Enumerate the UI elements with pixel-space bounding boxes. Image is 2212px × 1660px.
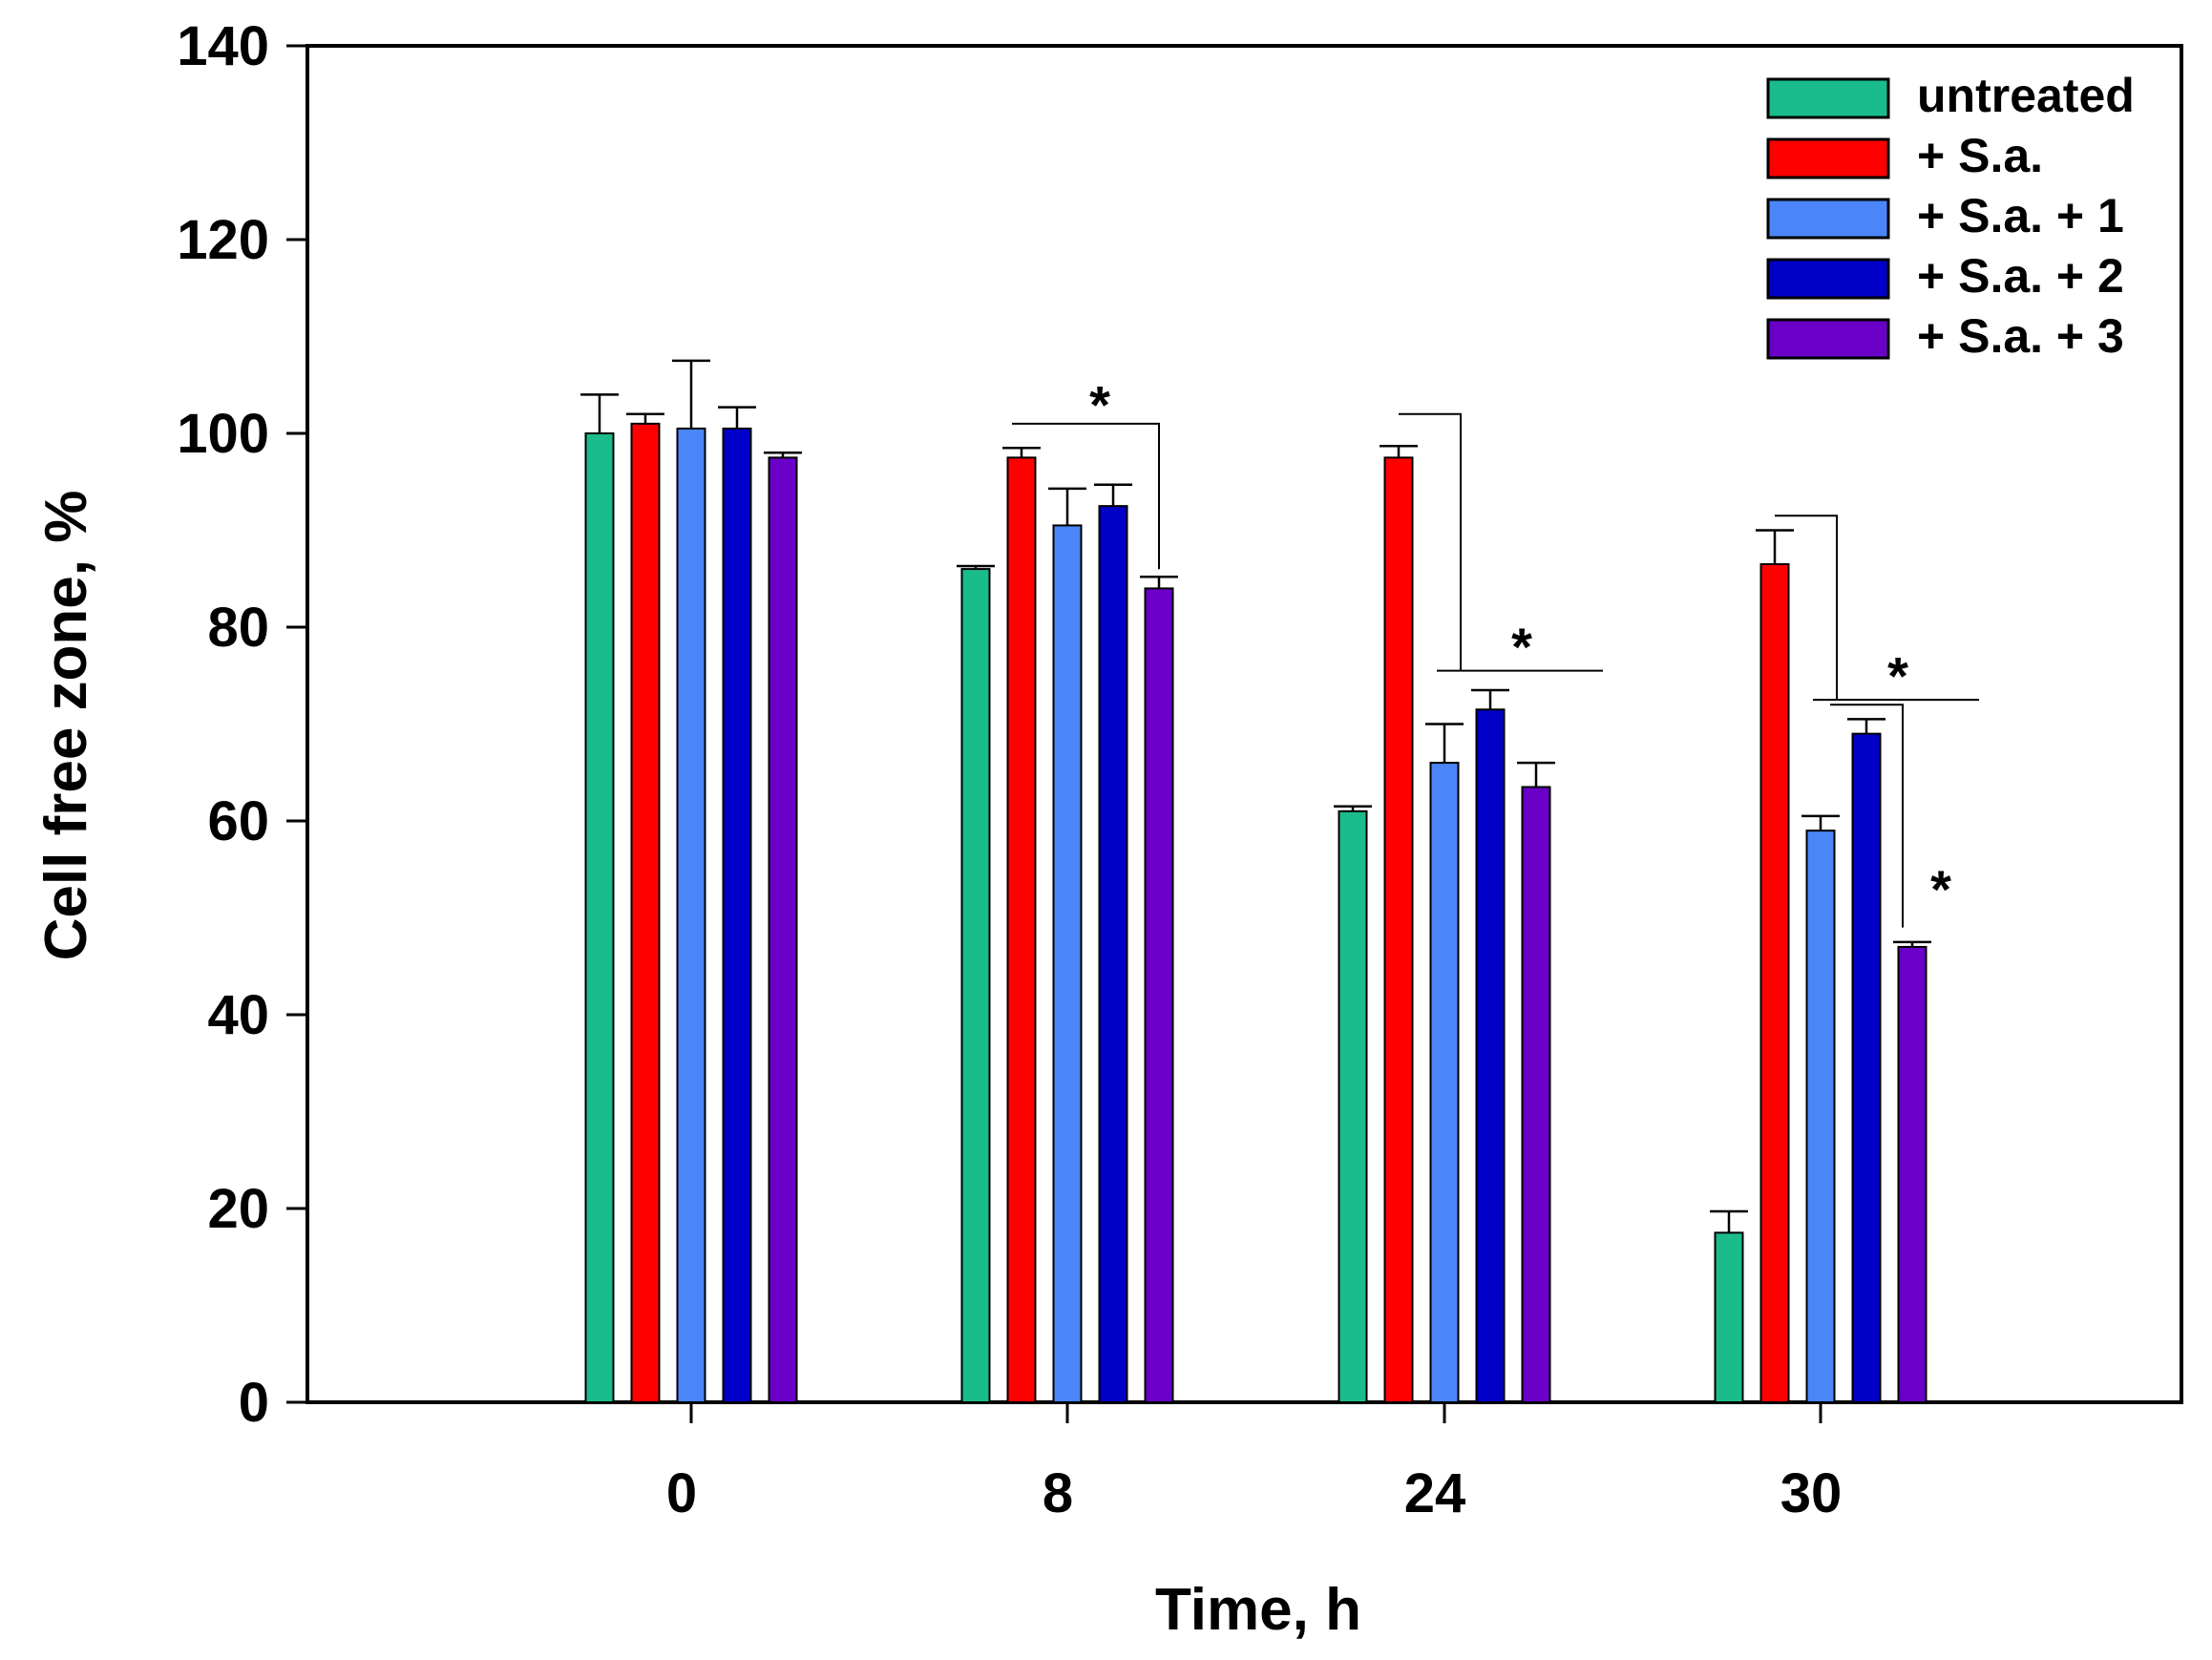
- y-tick-label: 80: [207, 597, 269, 659]
- significance-bracket: [1775, 515, 1838, 701]
- legend-label: + S.a.: [1917, 129, 2043, 182]
- significance-annotations: * * * *: [1012, 374, 1979, 928]
- bar-s-a-1-t30: [1805, 830, 1836, 1403]
- significance-star: *: [1511, 617, 1532, 677]
- significance-star: *: [1089, 374, 1110, 434]
- y-tick-label: 100: [177, 403, 269, 465]
- bar-untreated-t0: [584, 432, 615, 1403]
- bar-s-a-t24: [1383, 456, 1414, 1403]
- significance-bracket: [1012, 422, 1160, 570]
- significance-star: *: [1887, 646, 1908, 706]
- x-tick-label: 0: [666, 1462, 697, 1524]
- bar-untreated-t30: [1714, 1231, 1744, 1403]
- x-axis-label: Time, h: [1155, 1577, 1361, 1643]
- bar-s-a-1-t24: [1429, 762, 1460, 1403]
- significance-bracket: [1399, 412, 1462, 671]
- legend-swatch: [1766, 198, 1890, 240]
- bar-s-a-2-t24: [1475, 708, 1506, 1403]
- x-tick-label: 8: [1043, 1462, 1073, 1524]
- bar-s-a-3-t0: [768, 456, 798, 1403]
- bar-s-a-t0: [630, 422, 661, 1404]
- bar-s-a-3-t8: [1144, 587, 1174, 1403]
- axes: 0 20 40 60 80 100 120 140 0 8 24 30: [177, 15, 1842, 1524]
- bar-untreated-t24: [1338, 809, 1368, 1403]
- legend-label: + S.a. + 1: [1917, 189, 2124, 242]
- plot-frame: [305, 44, 2183, 1404]
- significance-star: *: [1930, 859, 1951, 919]
- y-tick-label: 0: [239, 1372, 269, 1434]
- legend-swatch: [1766, 137, 1890, 179]
- y-tick-label: 20: [207, 1178, 269, 1240]
- bar-s-a-2-t0: [722, 427, 752, 1403]
- significance-bracket: [1830, 704, 1904, 928]
- legend-label: untreated: [1917, 69, 2135, 122]
- legend-swatch: [1766, 318, 1890, 360]
- bars: [584, 422, 1928, 1404]
- bar-s-a-1-t0: [676, 427, 706, 1403]
- y-tick-label: 60: [207, 790, 269, 852]
- y-tick-label: 140: [177, 15, 269, 77]
- y-axis-label: Cell free zone, %: [33, 491, 99, 961]
- legend-swatch: [1766, 77, 1890, 119]
- bar-s-a-3-t24: [1521, 786, 1551, 1403]
- legend: untreated + S.a. + S.a. + 1 + S.a. + 2 + S.a…: [1766, 69, 2135, 363]
- bar-untreated-t8: [960, 568, 991, 1403]
- error-bars: [580, 359, 1931, 1233]
- legend-label: + S.a. + 2: [1917, 249, 2124, 303]
- bar-s-a-3-t30: [1897, 945, 1928, 1403]
- x-tick-label: 30: [1780, 1462, 1843, 1524]
- y-tick-label: 40: [207, 984, 269, 1046]
- legend-swatch: [1766, 258, 1890, 300]
- bar-s-a-1-t8: [1052, 524, 1083, 1403]
- bar-s-a-2-t30: [1851, 732, 1882, 1403]
- legend-label: + S.a. + 3: [1917, 309, 2124, 363]
- plot-area: [305, 44, 2183, 1404]
- x-tick-label: 24: [1404, 1462, 1466, 1524]
- bar-s-a-t8: [1006, 456, 1037, 1403]
- y-tick-label: 120: [177, 209, 269, 271]
- bar-s-a-2-t8: [1098, 505, 1128, 1403]
- bar-s-a-t30: [1759, 563, 1790, 1403]
